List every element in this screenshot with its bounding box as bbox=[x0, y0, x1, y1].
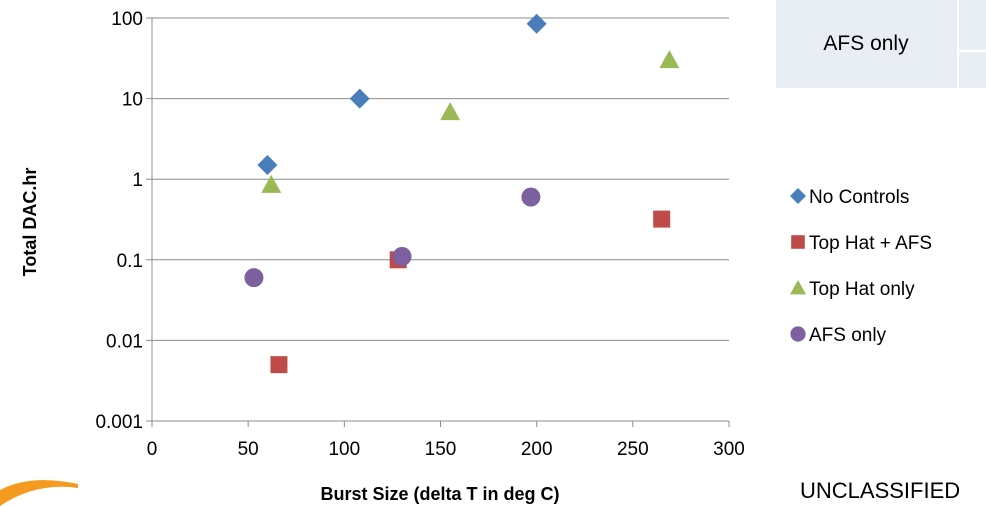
legend-label-top-hat-only: Top Hat only bbox=[809, 279, 915, 300]
data-point-top-hat-only bbox=[440, 102, 461, 121]
data-point-afs-only bbox=[521, 187, 541, 207]
y-axis-title: Total DAC.hr bbox=[20, 168, 40, 277]
y-tick-label: 10 bbox=[122, 90, 143, 111]
x-tick-label: 250 bbox=[617, 439, 649, 460]
legend-label-top-hat-afs: Top Hat + AFS bbox=[809, 233, 932, 254]
data-points bbox=[244, 13, 680, 374]
y-tick-label: 100 bbox=[111, 9, 143, 30]
legend: No Controls Top Hat + AFS Top Hat only AFS … bbox=[790, 187, 932, 346]
table-divider bbox=[957, 0, 959, 88]
legend-marker-no-controls bbox=[790, 188, 806, 204]
data-point-no-controls bbox=[349, 88, 370, 109]
data-point-afs-only bbox=[244, 268, 264, 288]
legend-marker-afs-only bbox=[790, 326, 806, 342]
x-tick-labels: 0 50 100 150 200 250 300 bbox=[147, 439, 745, 460]
axes bbox=[146, 17, 730, 427]
swoosh-logo bbox=[0, 480, 78, 506]
y-tick-label: 0.1 bbox=[117, 251, 143, 272]
data-point-top-hat-only bbox=[659, 50, 680, 69]
data-point-top-hat-afs bbox=[653, 210, 671, 228]
legend-label-afs-only: AFS only bbox=[809, 325, 887, 346]
data-point-no-controls bbox=[257, 155, 278, 176]
x-tick-label: 200 bbox=[521, 439, 553, 460]
table-cell-afs-only: AFS only bbox=[823, 32, 909, 55]
legend-marker-top-hat-only bbox=[790, 280, 806, 295]
data-point-no-controls bbox=[526, 13, 547, 34]
legend-marker-top-hat-afs bbox=[791, 235, 805, 249]
legend-label-no-controls: No Controls bbox=[809, 187, 909, 208]
y-tick-label: 1 bbox=[132, 170, 143, 191]
table-divider bbox=[959, 50, 986, 52]
data-point-afs-only bbox=[392, 246, 412, 266]
x-tick-label: 0 bbox=[147, 439, 158, 460]
table-fragment: AFS only bbox=[776, 0, 986, 88]
x-tick-label: 150 bbox=[425, 439, 457, 460]
data-point-top-hat-afs bbox=[270, 356, 288, 374]
x-axis-title: Burst Size (delta T in deg C) bbox=[320, 484, 559, 504]
data-point-top-hat-only bbox=[261, 174, 282, 193]
y-tick-label: 0.01 bbox=[106, 331, 143, 352]
x-tick-label: 300 bbox=[713, 439, 745, 460]
y-tick-label: 0.001 bbox=[95, 412, 143, 433]
x-tick-label: 50 bbox=[238, 439, 259, 460]
y-tick-labels: 0.001 0.01 0.1 1 10 100 bbox=[95, 9, 143, 433]
x-tick-label: 100 bbox=[328, 439, 360, 460]
classification-banner: UNCLASSIFIED bbox=[800, 478, 961, 503]
gridlines bbox=[152, 17, 729, 341]
